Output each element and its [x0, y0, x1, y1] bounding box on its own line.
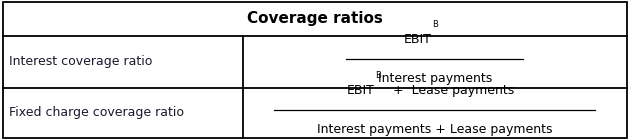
Text: B: B [432, 20, 438, 29]
FancyBboxPatch shape [3, 2, 627, 138]
Text: Coverage ratios: Coverage ratios [247, 11, 383, 26]
Text: EBIT: EBIT [347, 84, 375, 97]
Text: +  Lease payments: + Lease payments [389, 84, 514, 97]
Text: Interest payments: Interest payments [377, 72, 492, 85]
Text: Interest coverage ratio: Interest coverage ratio [9, 55, 153, 68]
Text: Fixed charge coverage ratio: Fixed charge coverage ratio [9, 106, 185, 119]
Text: EBIT: EBIT [404, 33, 432, 46]
Text: B: B [375, 72, 381, 80]
Text: Interest payments + Lease payments: Interest payments + Lease payments [317, 123, 553, 136]
